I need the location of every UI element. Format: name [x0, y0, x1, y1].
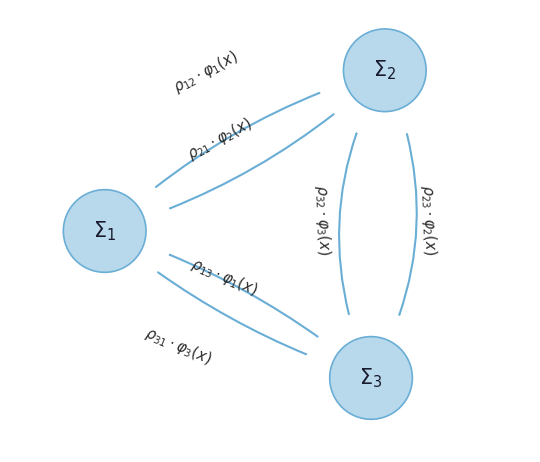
Text: $\Sigma_3$: $\Sigma_3$ — [359, 366, 383, 390]
Circle shape — [343, 29, 426, 112]
FancyArrowPatch shape — [158, 272, 306, 354]
FancyArrowPatch shape — [170, 114, 334, 208]
Text: $\rho_{32} \cdot \varphi_3(x)$: $\rho_{32} \cdot \varphi_3(x)$ — [312, 184, 334, 255]
Text: $\Sigma_2$: $\Sigma_2$ — [373, 59, 396, 82]
FancyArrowPatch shape — [170, 255, 318, 337]
FancyArrowPatch shape — [400, 134, 417, 315]
Text: $\rho_{21} \cdot \varphi_2(x)$: $\rho_{21} \cdot \varphi_2(x)$ — [184, 114, 255, 164]
Text: $\rho_{23} \cdot \varphi_2(x)$: $\rho_{23} \cdot \varphi_2(x)$ — [418, 184, 439, 255]
FancyArrowPatch shape — [339, 134, 356, 314]
Text: $\Sigma_1$: $\Sigma_1$ — [93, 219, 116, 243]
FancyArrowPatch shape — [156, 93, 319, 187]
Circle shape — [63, 190, 146, 272]
Text: $\rho_{13} \cdot \varphi_1(x)$: $\rho_{13} \cdot \varphi_1(x)$ — [188, 255, 260, 299]
Text: $\rho_{31} \cdot \varphi_3(x)$: $\rho_{31} \cdot \varphi_3(x)$ — [142, 323, 214, 368]
Text: $\rho_{12} \cdot \varphi_1(x)$: $\rho_{12} \cdot \varphi_1(x)$ — [170, 48, 241, 97]
Circle shape — [330, 337, 413, 419]
